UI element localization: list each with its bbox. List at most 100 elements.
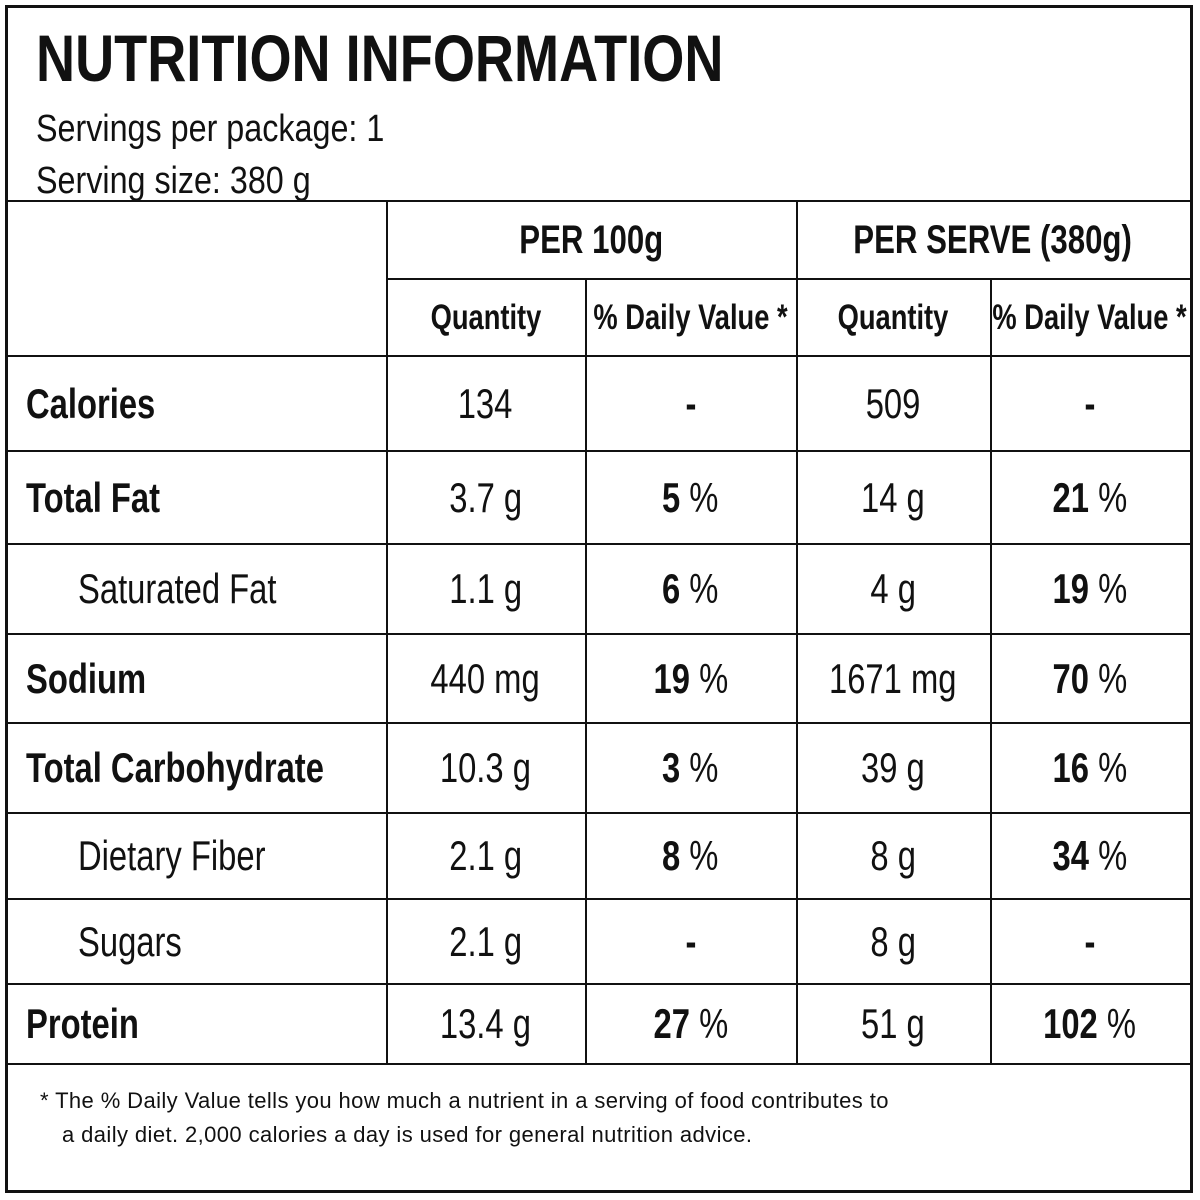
value-text: 134 xyxy=(458,379,513,427)
row-label-text: Total Fat xyxy=(26,473,161,521)
value-text: - xyxy=(685,379,696,427)
rule xyxy=(8,898,1190,900)
value-cell: 13.4 g xyxy=(386,985,585,1063)
value-cell: 16 % xyxy=(990,724,1190,812)
value-cell: 6 % xyxy=(585,545,796,633)
subheader: % Daily Value * xyxy=(990,280,1190,355)
rule xyxy=(8,722,1190,724)
value-text: 1671 mg xyxy=(829,654,957,702)
row-label: Protein xyxy=(26,985,171,1063)
dv-number: 19 xyxy=(653,654,690,702)
dv-unit: % xyxy=(698,1000,728,1047)
value-text: 2.1 g xyxy=(449,832,522,879)
rule xyxy=(8,812,1190,814)
dv-unit: % xyxy=(1098,654,1128,702)
dv-unit: % xyxy=(1098,473,1128,521)
dv-number: 27 xyxy=(653,1000,690,1047)
dv-unit: % xyxy=(1098,565,1128,612)
row-label: Dietary Fiber xyxy=(78,814,318,898)
value-cell: 4 g xyxy=(796,545,990,633)
rule xyxy=(8,450,1190,452)
value-cell: 10.3 g xyxy=(386,724,585,812)
value-cell: 8 g xyxy=(796,900,990,983)
daily-value: 102 % xyxy=(1044,1000,1137,1048)
dv-number: 6 xyxy=(662,565,681,612)
dv-unit: % xyxy=(689,744,719,791)
nutrition-label: NUTRITION INFORMATION Servings per packa… xyxy=(5,5,1193,1193)
value-cell: 440 mg xyxy=(386,635,585,722)
value-cell: 1671 mg xyxy=(796,635,990,722)
servings-per-package: Servings per package: 1 xyxy=(36,108,385,150)
daily-value: 6 % xyxy=(662,565,718,613)
value-cell: 51 g xyxy=(796,985,990,1063)
daily-value: 19 % xyxy=(1053,565,1128,613)
value-text: 1.1 g xyxy=(449,565,522,612)
subheader-text: Quantity xyxy=(430,297,541,337)
row-label: Calories xyxy=(26,357,192,450)
value-cell: 14 g xyxy=(796,452,990,543)
value-cell: - xyxy=(585,357,796,450)
subheader: % Daily Value * xyxy=(585,280,796,355)
value-cell: 3 % xyxy=(585,724,796,812)
row-label-text: Dietary Fiber xyxy=(78,832,266,879)
row-label: Sodium xyxy=(26,635,180,722)
daily-value: 5 % xyxy=(662,474,718,522)
value-cell: 21 % xyxy=(990,452,1190,543)
row-label: Sugars xyxy=(78,900,211,983)
value-text: 13.4 g xyxy=(439,1000,532,1047)
value-cell: 3.7 g xyxy=(386,452,585,543)
subheader-text: % Daily Value * xyxy=(593,297,788,337)
value-cell: 134 xyxy=(386,357,585,450)
rule xyxy=(585,278,587,1063)
row-label-text: Protein xyxy=(26,1000,139,1047)
value-text: 440 mg xyxy=(430,654,541,702)
value-text: 8 g xyxy=(870,832,916,879)
rule xyxy=(386,278,1190,280)
value-text: - xyxy=(685,917,696,965)
daily-value: 19 % xyxy=(653,655,728,703)
value-cell: 70 % xyxy=(990,635,1190,722)
rule xyxy=(8,983,1190,985)
value-text: 2.1 g xyxy=(449,917,522,965)
value-cell: 5 % xyxy=(585,452,796,543)
value-cell: 8 g xyxy=(796,814,990,898)
group-header-text: PER 100g xyxy=(519,217,663,262)
daily-value: 3 % xyxy=(662,744,718,792)
dv-unit: % xyxy=(1098,832,1128,879)
dv-number: 16 xyxy=(1052,744,1090,791)
row-label-text: Calories xyxy=(26,379,156,427)
row-label: Total Fat xyxy=(26,452,198,543)
dv-number: 34 xyxy=(1052,832,1090,879)
dv-number: 70 xyxy=(1052,654,1090,702)
dv-unit: % xyxy=(1098,744,1128,791)
group-header-text: PER SERVE (380g) xyxy=(853,217,1133,262)
value-text: 51 g xyxy=(861,1000,925,1047)
rule xyxy=(8,633,1190,635)
value-cell: 8 % xyxy=(585,814,796,898)
group-header: PER 100g xyxy=(386,202,796,278)
row-label: Saturated Fat xyxy=(78,545,332,633)
value-cell: 102 % xyxy=(990,985,1190,1063)
row-label-text: Saturated Fat xyxy=(78,565,277,612)
subheader-text: % Daily Value * xyxy=(992,297,1188,337)
value-text: 39 g xyxy=(861,744,925,791)
value-cell: 19 % xyxy=(585,635,796,722)
rule xyxy=(386,200,388,1063)
daily-value: 8 % xyxy=(662,832,718,880)
value-cell: 39 g xyxy=(796,724,990,812)
value-cell: 27 % xyxy=(585,985,796,1063)
row-label-text: Total Carbohydrate xyxy=(26,744,324,791)
value-text: 509 xyxy=(865,379,921,427)
rule xyxy=(8,355,1190,357)
dv-unit: % xyxy=(689,565,719,612)
row-label: Total Carbohydrate xyxy=(26,724,408,812)
value-cell: 2.1 g xyxy=(386,814,585,898)
value-text: 3.7 g xyxy=(449,473,522,521)
rule xyxy=(796,200,798,1063)
serving-size: Serving size: 380 g xyxy=(36,160,311,202)
value-cell: 1.1 g xyxy=(386,545,585,633)
value-text: - xyxy=(1084,917,1096,965)
daily-value: 34 % xyxy=(1053,832,1128,880)
dv-number: 102 xyxy=(1043,1000,1099,1047)
